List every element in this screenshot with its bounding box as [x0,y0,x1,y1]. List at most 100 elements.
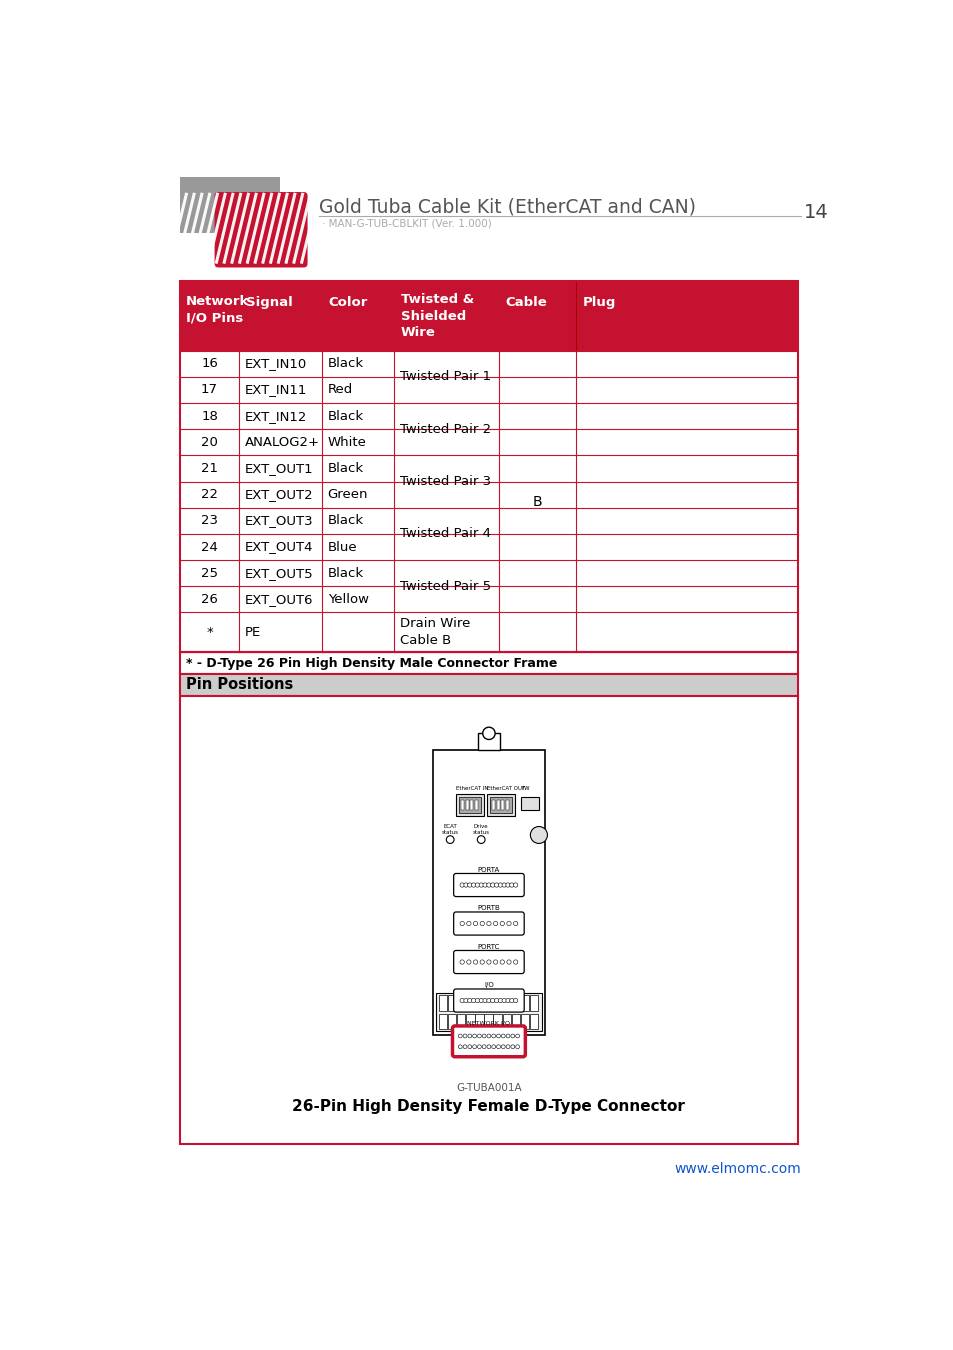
Text: 23: 23 [201,514,218,528]
Text: EXT_IN11: EXT_IN11 [245,383,307,397]
Text: www.elmomc.com: www.elmomc.com [674,1162,801,1176]
Circle shape [486,1034,491,1038]
Text: White: White [328,436,366,448]
Text: Twisted Pair 4: Twisted Pair 4 [399,528,490,540]
Bar [497,1035,512,1050]
Text: EXT_IN12: EXT_IN12 [245,409,307,423]
Text: EXT_OUT1: EXT_OUT1 [245,462,314,475]
Bar [465,1035,480,1050]
Text: EXT_OUT5: EXT_OUT5 [245,567,314,579]
Text: 24: 24 [201,540,217,553]
Bar [487,794,515,815]
Circle shape [459,999,464,1003]
Circle shape [472,1045,476,1049]
Text: Twisted Pair 1: Twisted Pair 1 [399,370,491,383]
Bar [438,1014,447,1029]
Text: 21: 21 [201,462,218,475]
Circle shape [482,883,487,887]
FancyBboxPatch shape [454,873,523,896]
Text: FW: FW [521,786,530,791]
Bar [470,801,473,810]
Text: Twisted Pair 2: Twisted Pair 2 [399,423,491,436]
Bar [484,1014,492,1029]
Circle shape [497,999,502,1003]
Circle shape [462,1034,466,1038]
Bar [511,995,519,1011]
Bar [500,801,504,810]
Bar [475,1014,483,1029]
Circle shape [486,960,491,964]
FancyBboxPatch shape [214,192,307,267]
Circle shape [468,1045,478,1056]
Circle shape [476,836,484,844]
Circle shape [482,999,487,1003]
Text: * - D-Type 26 Pin High Density Male Connector Frame: * - D-Type 26 Pin High Density Male Conn… [186,656,557,670]
Text: Twisted Pair 5: Twisted Pair 5 [399,579,491,593]
Circle shape [493,960,497,964]
Circle shape [486,999,491,1003]
FancyBboxPatch shape [452,1026,525,1057]
Text: PORTC: PORTC [477,944,499,949]
Circle shape [481,1034,486,1038]
Circle shape [466,921,471,926]
Circle shape [475,999,479,1003]
Text: Black: Black [328,567,363,579]
Circle shape [476,1034,481,1038]
Bar [179,695,798,1143]
Bar [497,801,499,810]
Circle shape [505,999,510,1003]
Text: G-TUBA001A: G-TUBA001A [456,1083,521,1094]
Text: ECAT
status: ECAT status [441,825,458,836]
Text: Green: Green [328,489,368,501]
Bar [520,1014,529,1029]
Text: Drive
status: Drive status [472,825,489,836]
Text: EXT_OUT2: EXT_OUT2 [245,489,314,501]
Bar [448,995,456,1011]
Circle shape [471,999,476,1003]
Circle shape [499,960,504,964]
Circle shape [486,883,491,887]
Bar [456,794,484,815]
Circle shape [467,1034,471,1038]
Circle shape [505,883,510,887]
Circle shape [511,1034,515,1038]
Text: Black: Black [328,358,363,370]
Circle shape [513,999,517,1003]
Circle shape [475,883,479,887]
Circle shape [479,960,484,964]
Bar [179,674,798,695]
Text: Gold Tuba Cable Kit (EtherCAT and CAN): Gold Tuba Cable Kit (EtherCAT and CAN) [319,197,696,216]
Bar [466,995,474,1011]
Text: 14: 14 [803,202,828,221]
Text: 16: 16 [201,358,217,370]
Bar [456,1014,465,1029]
Bar [521,798,537,810]
Circle shape [478,999,483,1003]
Bar [475,995,483,1011]
Circle shape [496,1034,500,1038]
Text: 26-Pin High Density Female D-Type Connector: 26-Pin High Density Female D-Type Connec… [293,1099,684,1114]
Circle shape [491,1045,496,1049]
Text: Pin Positions: Pin Positions [186,678,293,693]
Bar [529,995,537,1011]
Text: B: B [533,494,542,509]
Text: Blue: Blue [328,540,357,553]
Circle shape [457,1045,461,1049]
Text: Signal: Signal [245,297,292,309]
Circle shape [506,1034,510,1038]
Bar [179,281,798,652]
Text: EXT_IN10: EXT_IN10 [245,358,307,370]
Circle shape [466,960,471,964]
Circle shape [479,921,484,926]
Circle shape [513,921,517,926]
Bar [459,798,480,813]
Bar [475,801,477,810]
Circle shape [500,1045,505,1049]
Text: 17: 17 [201,383,218,397]
FancyBboxPatch shape [454,950,523,973]
Text: Black: Black [328,514,363,528]
Text: I/O: I/O [483,983,494,988]
Circle shape [471,883,476,887]
Circle shape [459,960,464,964]
Circle shape [482,728,495,740]
